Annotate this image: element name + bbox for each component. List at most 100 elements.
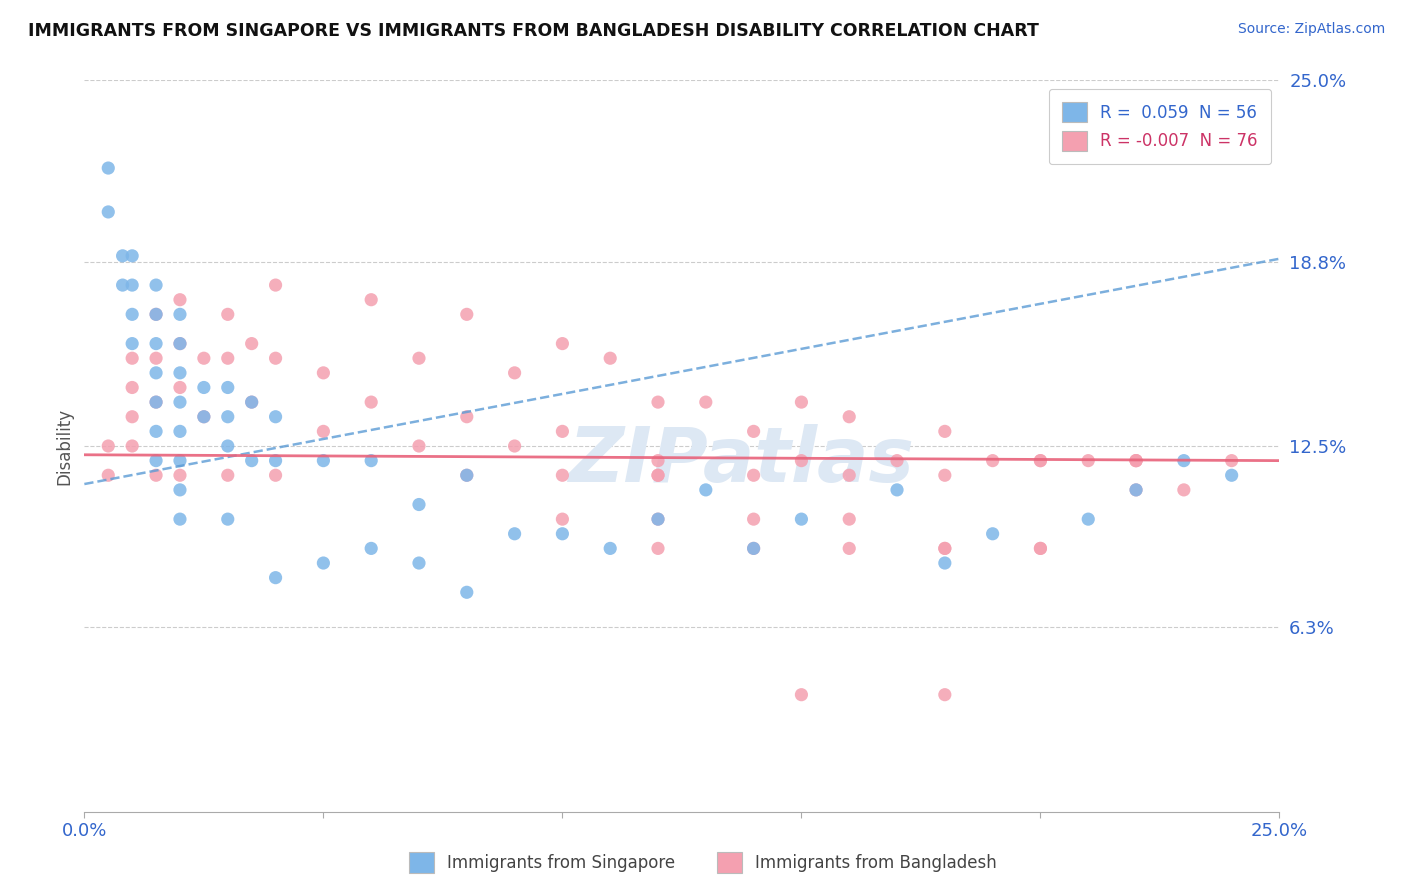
Point bbox=[97, 205, 120, 219]
Point bbox=[456, 307, 478, 321]
Point bbox=[97, 161, 120, 175]
Point bbox=[1029, 541, 1052, 556]
Point bbox=[1173, 483, 1195, 497]
Legend: R =  0.059  N = 56, R = -0.007  N = 76: R = 0.059 N = 56, R = -0.007 N = 76 bbox=[1049, 88, 1271, 164]
Text: ZIPatlas: ZIPatlas bbox=[568, 424, 915, 498]
Point bbox=[169, 380, 191, 394]
Point bbox=[264, 453, 287, 467]
Point bbox=[121, 409, 143, 424]
Text: Source: ZipAtlas.com: Source: ZipAtlas.com bbox=[1237, 22, 1385, 37]
Point bbox=[790, 688, 813, 702]
Point bbox=[1125, 483, 1147, 497]
Legend: Immigrants from Singapore, Immigrants from Bangladesh: Immigrants from Singapore, Immigrants fr… bbox=[402, 846, 1004, 880]
Point bbox=[599, 351, 621, 366]
Point bbox=[169, 366, 191, 380]
Point bbox=[169, 425, 191, 439]
Point bbox=[456, 585, 478, 599]
Point bbox=[886, 453, 908, 467]
Point bbox=[408, 556, 430, 570]
Point bbox=[695, 483, 717, 497]
Point bbox=[264, 409, 287, 424]
Point bbox=[742, 541, 765, 556]
Point bbox=[193, 380, 215, 394]
Point bbox=[695, 395, 717, 409]
Point bbox=[934, 468, 956, 483]
Point bbox=[1220, 468, 1243, 483]
Point bbox=[169, 336, 191, 351]
Point bbox=[647, 468, 669, 483]
Point bbox=[503, 366, 526, 380]
Point bbox=[790, 395, 813, 409]
Point bbox=[503, 439, 526, 453]
Point bbox=[145, 351, 167, 366]
Point bbox=[193, 409, 215, 424]
Point bbox=[503, 526, 526, 541]
Point bbox=[934, 425, 956, 439]
Point bbox=[97, 439, 120, 453]
Point bbox=[981, 453, 1004, 467]
Point bbox=[145, 307, 167, 321]
Point bbox=[264, 278, 287, 293]
Point bbox=[145, 468, 167, 483]
Point bbox=[647, 541, 669, 556]
Point bbox=[456, 468, 478, 483]
Point bbox=[217, 512, 239, 526]
Point bbox=[240, 395, 263, 409]
Point bbox=[264, 351, 287, 366]
Point bbox=[111, 249, 134, 263]
Point bbox=[1029, 541, 1052, 556]
Point bbox=[169, 453, 191, 467]
Point bbox=[312, 366, 335, 380]
Point bbox=[647, 468, 669, 483]
Point bbox=[408, 498, 430, 512]
Point bbox=[169, 307, 191, 321]
Point bbox=[121, 439, 143, 453]
Point bbox=[742, 541, 765, 556]
Point bbox=[1077, 453, 1099, 467]
Point bbox=[145, 425, 167, 439]
Point bbox=[169, 468, 191, 483]
Point bbox=[264, 571, 287, 585]
Point bbox=[551, 336, 574, 351]
Point bbox=[1173, 453, 1195, 467]
Point bbox=[456, 409, 478, 424]
Point bbox=[1125, 453, 1147, 467]
Point bbox=[240, 336, 263, 351]
Point bbox=[838, 409, 860, 424]
Point bbox=[169, 293, 191, 307]
Point bbox=[360, 395, 382, 409]
Point bbox=[121, 249, 143, 263]
Point bbox=[647, 395, 669, 409]
Point bbox=[217, 439, 239, 453]
Point bbox=[97, 468, 120, 483]
Text: IMMIGRANTS FROM SINGAPORE VS IMMIGRANTS FROM BANGLADESH DISABILITY CORRELATION C: IMMIGRANTS FROM SINGAPORE VS IMMIGRANTS … bbox=[28, 22, 1039, 40]
Point bbox=[647, 512, 669, 526]
Point bbox=[121, 351, 143, 366]
Point bbox=[111, 278, 134, 293]
Point bbox=[838, 468, 860, 483]
Point bbox=[145, 336, 167, 351]
Point bbox=[551, 425, 574, 439]
Point bbox=[790, 453, 813, 467]
Point bbox=[193, 351, 215, 366]
Point bbox=[647, 453, 669, 467]
Point bbox=[790, 512, 813, 526]
Point bbox=[742, 468, 765, 483]
Point bbox=[217, 351, 239, 366]
Point bbox=[408, 439, 430, 453]
Point bbox=[145, 453, 167, 467]
Point bbox=[193, 409, 215, 424]
Point bbox=[217, 468, 239, 483]
Point bbox=[1125, 453, 1147, 467]
Point bbox=[360, 293, 382, 307]
Point bbox=[312, 425, 335, 439]
Point bbox=[1029, 453, 1052, 467]
Point bbox=[169, 483, 191, 497]
Point bbox=[981, 526, 1004, 541]
Point bbox=[1125, 483, 1147, 497]
Point bbox=[121, 380, 143, 394]
Point bbox=[121, 307, 143, 321]
Point bbox=[145, 395, 167, 409]
Point bbox=[217, 307, 239, 321]
Point bbox=[121, 336, 143, 351]
